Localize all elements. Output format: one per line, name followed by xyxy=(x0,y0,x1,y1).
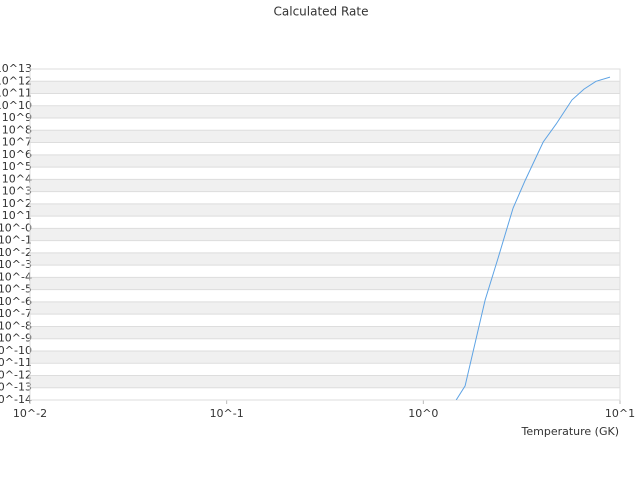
y-tick-label: 10^-12 xyxy=(0,368,32,381)
x-tick-label: 10^1 xyxy=(605,407,635,420)
y-tick-label: 10^-8 xyxy=(0,319,32,332)
y-tick-label: 10^-6 xyxy=(0,295,32,308)
chart-title: Calculated Rate xyxy=(274,5,369,19)
y-tick-label: 10^-0 xyxy=(0,221,32,234)
y-tick-label: 10^6 xyxy=(2,148,32,161)
y-tick-label: 10^-14 xyxy=(0,393,32,406)
y-tick-label: 10^8 xyxy=(2,123,32,136)
y-tick-label: 10^1 xyxy=(2,209,32,222)
grid-band xyxy=(30,203,620,217)
y-tick-label: 10^-3 xyxy=(0,258,32,271)
grid-band xyxy=(30,375,620,388)
y-tick-label: 10^-1 xyxy=(0,234,32,247)
plot-frame xyxy=(29,68,621,401)
grid-band xyxy=(30,301,620,315)
grid-band xyxy=(30,154,620,168)
grid-band xyxy=(30,105,620,119)
grid-band xyxy=(30,277,620,290)
x-tick-label: 10^-2 xyxy=(13,407,47,420)
y-tick-label: 10^9 xyxy=(2,111,32,124)
y-tick-label: 10^-5 xyxy=(0,283,32,296)
y-tick-label: 10^-7 xyxy=(0,307,32,320)
y-tick-label: 10^7 xyxy=(2,136,32,149)
grid-band xyxy=(30,252,620,266)
y-tick-label: 10^-11 xyxy=(0,356,32,369)
x-tick-label: 10^0 xyxy=(408,407,438,420)
grid-band xyxy=(30,228,620,241)
y-tick-label: 10^13 xyxy=(0,62,32,75)
y-tick-label: 10^4 xyxy=(2,172,32,185)
y-tick-label: 10^-2 xyxy=(0,246,32,259)
x-tick-label: 10^-1 xyxy=(210,407,244,420)
y-tick-label: 10^-10 xyxy=(0,344,32,357)
y-tick-label: 10^-13 xyxy=(0,381,32,394)
grid-band xyxy=(30,81,620,94)
data-line xyxy=(455,76,611,400)
y-tick-label: 10^-4 xyxy=(0,270,32,283)
y-tick-label: 10^3 xyxy=(2,185,32,198)
grid-band xyxy=(30,130,620,143)
grid-band xyxy=(30,179,620,192)
y-tick-label: 10^2 xyxy=(2,197,32,210)
y-tick-label: 10^12 xyxy=(0,74,32,87)
y-tick-label: 10^11 xyxy=(0,87,32,100)
y-tick-label: 10^-9 xyxy=(0,332,32,345)
y-tick-label: 10^10 xyxy=(0,99,32,112)
grid-band xyxy=(30,326,620,339)
grid-band xyxy=(30,350,620,364)
x-axis-label: Temperature (GK) xyxy=(521,425,620,438)
y-tick-label: 10^5 xyxy=(2,160,32,173)
